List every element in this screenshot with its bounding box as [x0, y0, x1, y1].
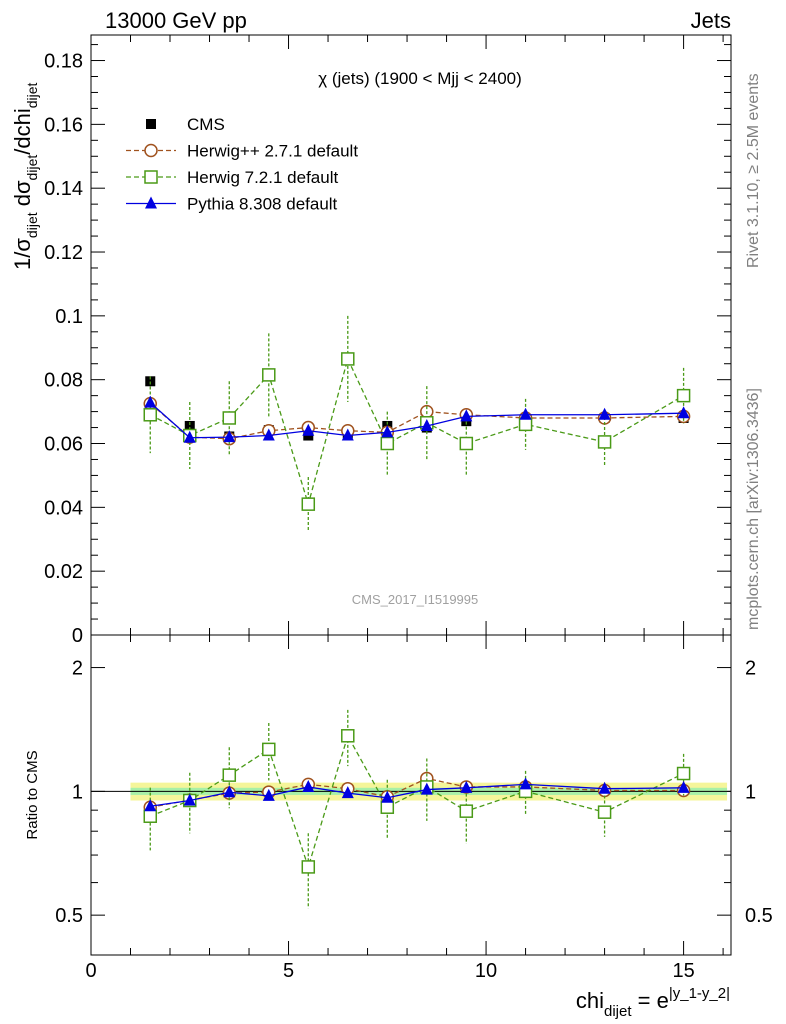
y-tick-label: 0 [72, 625, 83, 647]
legend-label: Herwig++ 2.7.1 default [187, 142, 358, 161]
series-2-ratio-point [222, 768, 237, 782]
series-3-ratio-point [223, 785, 236, 798]
analysis-watermark: CMS_2017_I1519995 [352, 592, 479, 607]
x-tick-label: 15 [672, 960, 694, 982]
cms-data-point [145, 376, 156, 387]
series-2-point [380, 436, 395, 451]
ratio-tick-label: 1 [745, 781, 756, 803]
series-3-ratio-point [381, 790, 394, 803]
ratio-tick-label: 2 [72, 658, 83, 680]
series-2-point [262, 368, 276, 382]
legend-marker [146, 119, 156, 129]
series-2-point [518, 417, 533, 432]
ratio-tick-label: 1 [72, 781, 83, 803]
series-3-point [677, 406, 690, 419]
axis-ticks: 0 5 10 15 0 0.02 0.04 0.06 0.08 0.1 0.12 0.14 0.16 0.… [44, 35, 773, 982]
series-2-point [301, 497, 316, 511]
cms-data-point [184, 420, 195, 431]
series-3-point [144, 395, 157, 408]
ratio-tick-label: 0.5 [745, 905, 773, 927]
series-3-ratio-point [302, 779, 315, 792]
series-3-point [598, 407, 611, 420]
series-2-ratio-point [301, 860, 316, 874]
series-3-point [223, 430, 236, 443]
main-series-layer [143, 315, 691, 532]
x-tick-label: 5 [283, 960, 294, 982]
series-3-point [381, 425, 394, 438]
series-2-point [676, 388, 691, 403]
ratio-plot-frame [90, 634, 732, 956]
series-2-point [459, 436, 474, 451]
series-3-ratio-point [183, 793, 196, 806]
collision-label: 13000 GeV pp [105, 8, 247, 33]
series-2-ratio-point [380, 800, 395, 814]
ratio-axis-label: Ratio to CMS [24, 750, 41, 839]
series-3-ratio-point [598, 781, 611, 794]
series-2-ratio-point [341, 729, 355, 743]
y-axis-label: 1/σdijet dσdijet/dchidijet [10, 82, 40, 270]
legend-marker [145, 196, 157, 209]
series-3-ratio-line [150, 783, 684, 807]
y-tick-label: 0.06 [44, 434, 83, 456]
ratio-series-layer [143, 709, 691, 909]
legend-label: Pythia 8.308 default [187, 195, 338, 214]
y-tick-label: 0.1 [55, 306, 83, 328]
ratio-tick-label: 0.5 [55, 905, 83, 927]
series-3-point [183, 430, 196, 443]
legend-marker [144, 143, 158, 158]
series-2-ratio-line [150, 734, 684, 870]
series-3-point [341, 428, 354, 441]
series-3-ratio-point [677, 780, 690, 793]
y-tick-label: 0.12 [44, 242, 83, 264]
series-3-point [519, 407, 532, 420]
observable-label: Jets [690, 8, 731, 33]
series-3-point [262, 428, 275, 441]
series-3-ratio-point [519, 777, 532, 790]
series-2-point [597, 435, 612, 449]
series-2-ratio-point [143, 809, 158, 823]
plot-title: χ (jets) (1900 < Mjj < 2400) [318, 69, 522, 88]
y-tick-label: 0.08 [44, 370, 83, 392]
series-2-point [143, 408, 158, 422]
series-3-ratio-point [420, 782, 433, 795]
x-axis-label: chidijet = e|y_1-y_2| [576, 985, 730, 1020]
series-3-ratio-point [262, 788, 275, 801]
y-tick-label: 0.16 [44, 114, 83, 136]
series-2-point [341, 352, 355, 366]
legend-label: CMS [187, 115, 225, 134]
y-tick-label: 0.14 [44, 178, 83, 200]
legend-label: Herwig 7.2.1 default [187, 168, 338, 187]
legend-marker [144, 170, 158, 184]
series-3-ratio-point [144, 799, 157, 812]
y-tick-label: 0.02 [44, 561, 83, 583]
series-2-ratio-point [597, 805, 612, 819]
series-3-point [302, 423, 315, 436]
series-3-ratio-point [460, 780, 473, 793]
x-tick-label: 0 [85, 960, 96, 982]
y-tick-label: 0.04 [44, 497, 83, 519]
series-2-ratio-point [262, 742, 276, 757]
x-tick-label: 10 [475, 960, 497, 982]
series-3-line [149, 402, 684, 439]
series-2-ratio-point [676, 766, 691, 781]
series-2-point [222, 411, 237, 425]
legend: CMS Herwig++ 2.7.1 default Herwig 7.2.1 de… [126, 115, 358, 214]
series-2-ratio-point [459, 804, 474, 818]
ratio-tick-label: 2 [745, 658, 756, 680]
series-3-ratio-point [341, 786, 354, 799]
series-3-point [420, 418, 433, 431]
y-tick-label: 0.18 [44, 51, 83, 73]
series-3-point [460, 409, 473, 422]
